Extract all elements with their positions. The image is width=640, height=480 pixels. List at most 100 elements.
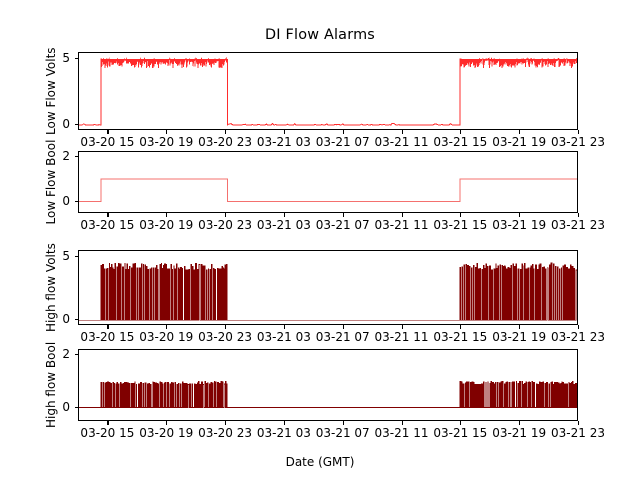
- x-tick-mark: [401, 130, 403, 134]
- x-tick-label: 03-21 23: [551, 330, 605, 344]
- x-tick-label: 03-20 23: [198, 218, 253, 232]
- x-tick-label: 03-21 23: [551, 135, 605, 149]
- x-tick-mark: [225, 421, 227, 425]
- x-tick-label: 03-20 19: [139, 330, 194, 344]
- page-title: DI Flow Alarms: [265, 27, 375, 43]
- x-tick-mark: [283, 130, 285, 134]
- y-tick-mark: [74, 255, 78, 257]
- x-tick-label: 03-21 11: [374, 218, 429, 232]
- y-tick-mark: [74, 200, 78, 202]
- y-axis-label-3: High flow Volts: [44, 243, 58, 332]
- y-tick-label: 2: [62, 148, 70, 163]
- x-tick-label: 03-21 19: [492, 218, 547, 232]
- x-tick-mark: [283, 325, 285, 329]
- x-tick-label: 03-21 07: [315, 218, 370, 232]
- x-tick-mark: [342, 130, 344, 134]
- x-tick-mark: [107, 213, 109, 217]
- x-tick-label: 03-20 19: [139, 426, 194, 440]
- x-tick-mark: [225, 325, 227, 329]
- x-tick-label: 03-20 15: [80, 330, 135, 344]
- x-tick-label: 03-21 19: [492, 426, 547, 440]
- x-tick-label: 03-21 23: [551, 218, 605, 232]
- y-tick-label: 5: [62, 248, 70, 263]
- x-tick-label: 03-21 07: [315, 135, 370, 149]
- x-tick-label: 03-21 11: [374, 426, 429, 440]
- x-tick-mark: [166, 325, 168, 329]
- series-4: [79, 380, 577, 409]
- x-tick-mark: [342, 213, 344, 217]
- y-axis-label-2: Low Flow Bool: [44, 139, 58, 225]
- y-tick-label: 0: [62, 312, 70, 327]
- x-tick-mark: [519, 421, 521, 425]
- x-tick-mark: [107, 421, 109, 425]
- x-tick-label: 03-21 07: [315, 426, 370, 440]
- series-3: [79, 262, 577, 321]
- x-tick-label: 03-21 03: [256, 135, 311, 149]
- x-tick-mark: [283, 421, 285, 425]
- x-tick-mark: [578, 421, 580, 425]
- y-tick-mark: [74, 155, 78, 157]
- x-tick-mark: [225, 130, 227, 134]
- y-tick-label: 5: [62, 50, 70, 65]
- y-axis-label-4: High flow Bool: [44, 341, 58, 428]
- x-tick-label: 03-20 19: [139, 135, 194, 149]
- x-tick-label: 03-20 23: [198, 426, 253, 440]
- x-tick-mark: [578, 213, 580, 217]
- subplot-4-plot-area: [78, 349, 578, 421]
- x-tick-label: 03-20 19: [139, 218, 194, 232]
- x-tick-label: 03-21 23: [551, 426, 605, 440]
- x-tick-label: 03-21 03: [256, 218, 311, 232]
- x-tick-mark: [342, 421, 344, 425]
- y-axis-label-1: Low Flow Volts: [44, 47, 58, 135]
- x-tick-mark: [578, 325, 580, 329]
- x-tick-mark: [283, 213, 285, 217]
- y-tick-mark: [74, 319, 78, 321]
- x-tick-label: 03-21 07: [315, 330, 370, 344]
- y-tick-mark: [74, 354, 78, 356]
- x-tick-label: 03-21 15: [433, 218, 488, 232]
- x-tick-mark: [166, 130, 168, 134]
- series-2: [79, 178, 577, 203]
- subplot-1-plot-area: [78, 52, 578, 130]
- x-tick-mark: [460, 421, 462, 425]
- y-tick-label: 0: [62, 399, 70, 414]
- x-tick-mark: [460, 130, 462, 134]
- x-tick-mark: [225, 213, 227, 217]
- y-tick-label: 0: [62, 193, 70, 208]
- x-tick-label: 03-21 15: [433, 426, 488, 440]
- y-tick-label: 0: [62, 117, 70, 132]
- x-tick-label: 03-21 19: [492, 135, 547, 149]
- x-tick-mark: [401, 421, 403, 425]
- x-tick-mark: [460, 325, 462, 329]
- x-tick-mark: [166, 421, 168, 425]
- subplot-2-plot-area: [78, 151, 578, 213]
- subplot-3-plot-area: [78, 250, 578, 325]
- x-tick-label: 03-20 15: [80, 135, 135, 149]
- x-tick-mark: [460, 213, 462, 217]
- x-tick-mark: [107, 325, 109, 329]
- x-tick-mark: [107, 130, 109, 134]
- y-tick-mark: [74, 57, 78, 60]
- y-tick-mark: [74, 124, 78, 126]
- x-tick-mark: [519, 213, 521, 217]
- x-tick-label: 03-21 03: [256, 426, 311, 440]
- x-axis-label: Date (GMT): [285, 455, 355, 469]
- x-tick-label: 03-20 15: [80, 218, 135, 232]
- x-tick-mark: [519, 130, 521, 134]
- x-tick-label: 03-21 11: [374, 330, 429, 344]
- x-tick-mark: [401, 325, 403, 329]
- series-1: [79, 57, 577, 126]
- x-tick-label: 03-21 15: [433, 135, 488, 149]
- x-tick-label: 03-21 03: [256, 330, 311, 344]
- x-tick-label: 03-20 23: [198, 135, 253, 149]
- y-tick-mark: [74, 406, 78, 408]
- x-tick-mark: [166, 213, 168, 217]
- x-tick-label: 03-20 23: [198, 330, 253, 344]
- y-tick-label: 2: [62, 347, 70, 362]
- x-tick-label: 03-21 11: [374, 135, 429, 149]
- x-tick-mark: [519, 325, 521, 329]
- x-tick-mark: [578, 130, 580, 134]
- x-tick-label: 03-20 15: [80, 426, 135, 440]
- x-tick-mark: [401, 213, 403, 217]
